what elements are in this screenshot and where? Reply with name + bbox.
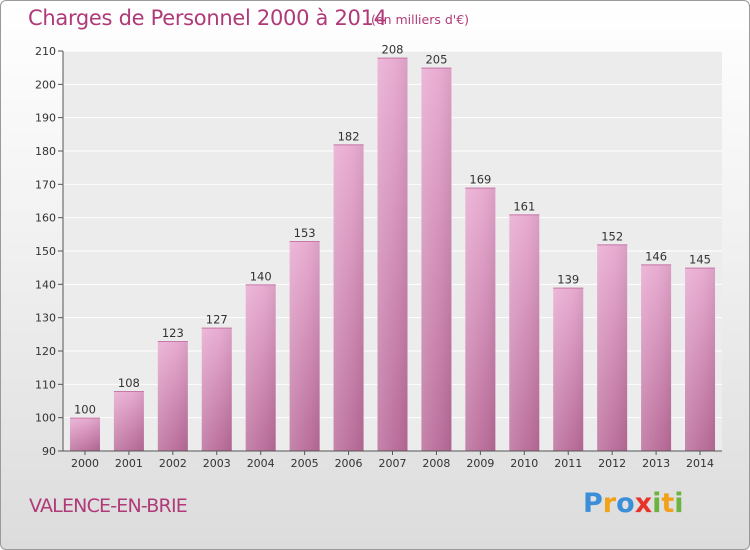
data-label: 123 (162, 326, 184, 340)
logo-letter: r (602, 488, 617, 519)
data-label: 140 (250, 269, 272, 283)
x-tick-label: 2004 (247, 457, 275, 470)
bar-shade (553, 287, 584, 451)
bar-shade (421, 67, 452, 452)
bar-shade (509, 214, 540, 451)
y-tick-label: 130 (35, 312, 56, 325)
x-tick-label: 2006 (335, 457, 363, 470)
y-tick-label: 190 (35, 112, 56, 125)
x-tick-label: 2012 (598, 457, 626, 470)
data-label: 161 (513, 199, 535, 213)
data-label: 100 (74, 403, 96, 417)
data-label: 145 (689, 253, 711, 267)
data-label: 208 (382, 43, 404, 57)
y-tick-label: 120 (35, 345, 56, 358)
y-tick-label: 180 (35, 145, 56, 158)
y-tick-label: 140 (35, 278, 56, 291)
x-tick-label: 2003 (203, 457, 231, 470)
bar-shade (597, 244, 628, 451)
data-label: 205 (425, 53, 447, 67)
bar-shade (465, 187, 496, 451)
bar-shade (157, 341, 188, 451)
x-tick-label: 2002 (159, 457, 187, 470)
logo-letter: i (674, 488, 684, 519)
bar-shade (289, 241, 320, 451)
y-tick-label: 210 (35, 45, 56, 58)
data-label: 152 (601, 229, 623, 243)
x-tick-label: 2001 (115, 457, 143, 470)
logo-letter: x (634, 488, 653, 519)
x-tick-label: 2013 (642, 457, 670, 470)
logo-letter: t (661, 488, 675, 519)
data-label: 146 (645, 249, 667, 263)
data-label: 169 (469, 173, 491, 187)
x-tick-label: 2008 (422, 457, 450, 470)
commune-name: VALENCE-EN-BRIE (29, 495, 188, 517)
y-tick-label: 160 (35, 212, 56, 225)
bar-shade (685, 267, 716, 451)
data-label: 127 (206, 313, 228, 327)
bar-shade (201, 327, 232, 451)
y-tick-label: 100 (35, 412, 56, 425)
bar-shade (333, 144, 364, 452)
logo-letter: o (616, 488, 635, 519)
y-tick-label: 200 (35, 78, 56, 91)
bar-shade (377, 57, 408, 452)
data-label: 153 (294, 226, 316, 240)
data-label: 182 (338, 129, 360, 143)
y-tick-label: 90 (42, 445, 56, 458)
chart-title: Charges de Personnel 2000 à 2014 (28, 6, 387, 30)
logo-letter: P (583, 488, 603, 519)
data-label: 108 (118, 376, 140, 390)
bar-shade (245, 284, 276, 451)
y-tick-label: 150 (35, 245, 56, 258)
x-tick-label: 2005 (291, 457, 319, 470)
x-tick-label: 2010 (510, 457, 538, 470)
x-tick-label: 2007 (379, 457, 407, 470)
y-tick-label: 170 (35, 178, 56, 191)
x-tick-label: 2009 (466, 457, 494, 470)
chart-subtitle: (en milliers d'€) (371, 12, 470, 27)
y-tick-label: 110 (35, 378, 56, 391)
proxiti-logo[interactable]: Proxiti (583, 488, 684, 519)
bar-shade (69, 417, 100, 451)
data-label: 139 (557, 273, 579, 287)
logo-letter: i (652, 488, 662, 519)
x-tick-label: 2000 (71, 457, 99, 470)
x-tick-label: 2014 (686, 457, 714, 470)
x-tick-label: 2011 (554, 457, 582, 470)
bar-shade (113, 391, 144, 451)
bar-shade (641, 264, 672, 451)
